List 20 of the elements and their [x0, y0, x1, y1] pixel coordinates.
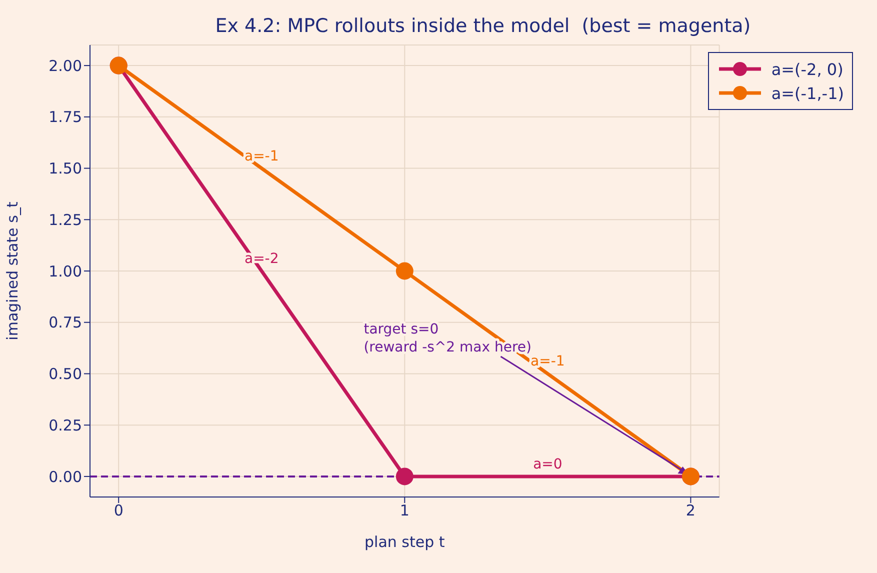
point — [396, 262, 414, 280]
y-tick-label: 0.25 — [48, 416, 82, 434]
chart-title: Ex 4.2: MPC rollouts inside the model (best = magenta) — [215, 15, 751, 37]
y-tick-label: 1.00 — [48, 262, 82, 280]
legend-label: a=(-2, 0) — [771, 60, 844, 78]
y-tick-label: 1.75 — [48, 108, 82, 126]
y-tick-label: 2.00 — [48, 56, 82, 75]
y-tick-label: 1.25 — [48, 210, 82, 229]
x-axis-title: plan step t — [364, 533, 445, 551]
y-tick-label: 0.50 — [48, 365, 82, 384]
point — [396, 468, 414, 486]
y-tick-label: 0.75 — [48, 314, 82, 332]
x-tick-label: 0 — [114, 502, 124, 520]
y-axis-title: imagined state s_t — [3, 202, 22, 340]
y-tick-label: 0.00 — [48, 468, 82, 486]
x-tick-label: 2 — [686, 502, 696, 520]
annotation: a=0 — [533, 456, 562, 472]
y-tick-label: 1.50 — [48, 160, 82, 178]
legend-label: a=(-1,-1) — [771, 84, 844, 102]
x-tick-label: 1 — [400, 502, 410, 520]
